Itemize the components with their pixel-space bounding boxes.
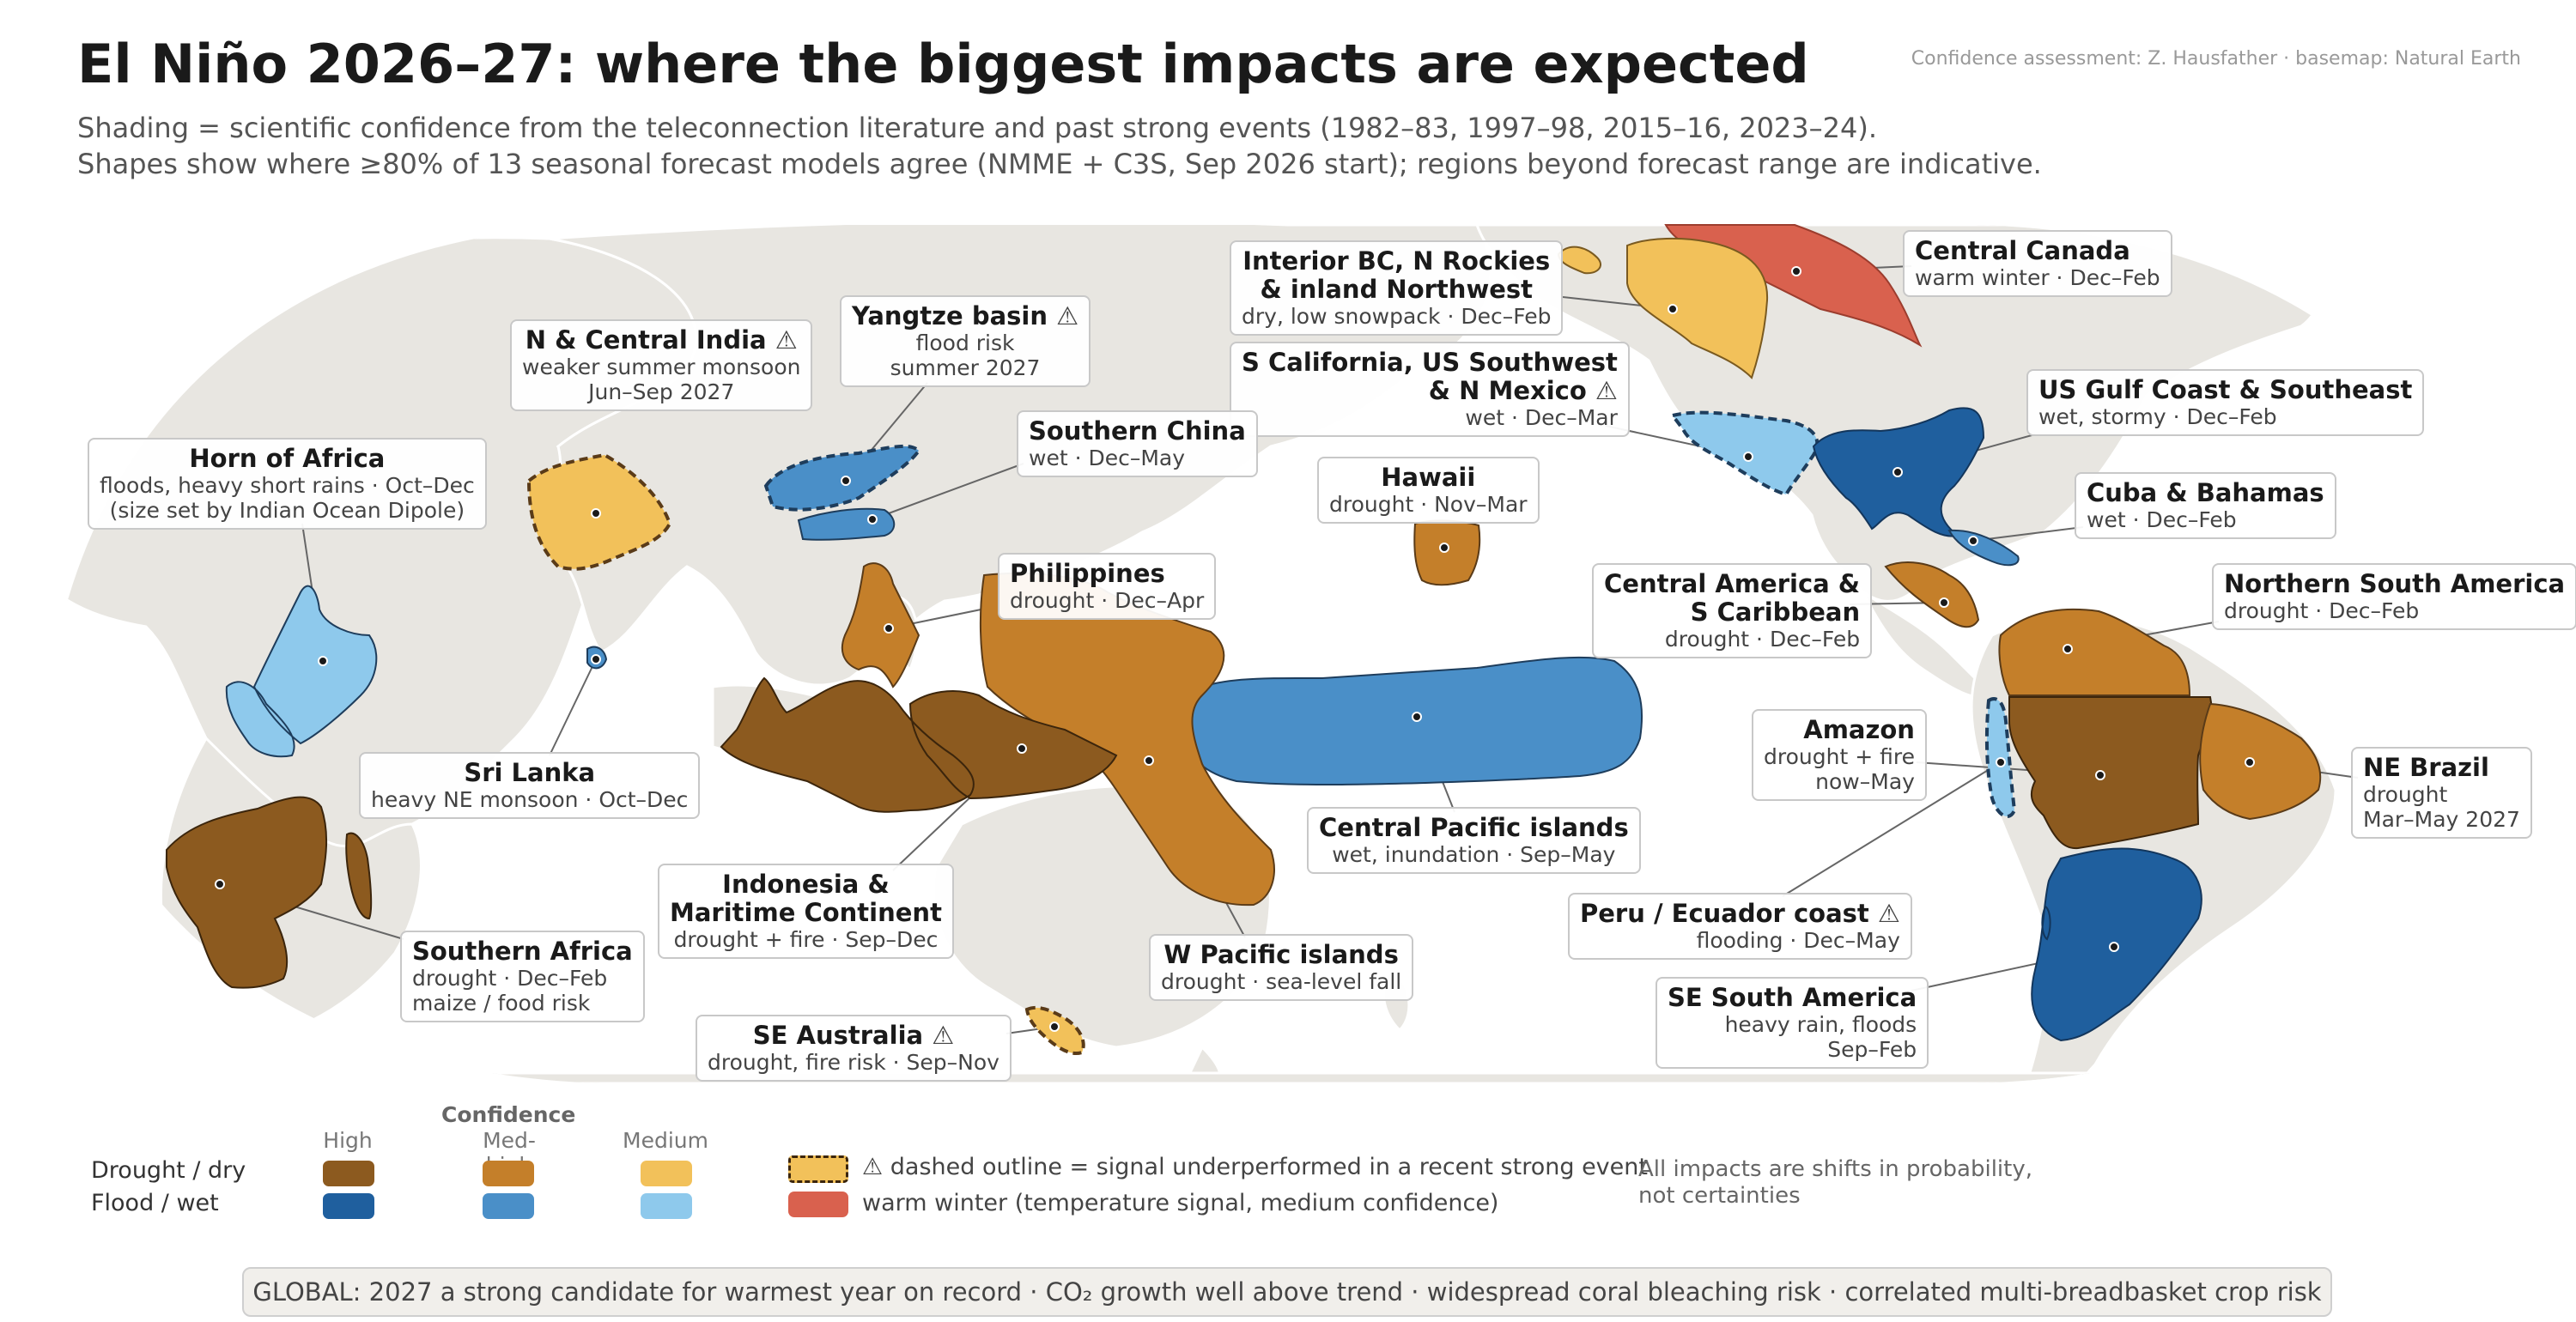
legend-level-medium: Medium bbox=[623, 1128, 708, 1153]
warning-icon: ⚠ bbox=[1595, 376, 1618, 405]
label-s-california: S California, US Southwest & N Mexico ⚠ … bbox=[1230, 342, 1630, 437]
region-hawaii bbox=[1413, 519, 1481, 586]
page-title: El Niño 2026–27: where the biggest impac… bbox=[77, 33, 1809, 95]
subtitle-line-1: Shading = scientific confidence from the… bbox=[77, 112, 1878, 144]
region-southern-africa bbox=[166, 796, 373, 989]
region-central-pacific bbox=[1182, 656, 1643, 785]
region-horn-of-africa bbox=[225, 585, 378, 758]
label-central-pacific: Central Pacific islands wet, inundation ·… bbox=[1307, 807, 1641, 874]
label-horn-of-africa: Horn of Africa floods, heavy short rains … bbox=[88, 438, 487, 530]
label-indonesia: Indonesia & Maritime Continent drought + … bbox=[658, 864, 954, 959]
credit-note: Confidence assessment: Z. Hausfather · b… bbox=[1911, 48, 2521, 70]
warning-icon: ⚠ bbox=[1056, 301, 1079, 330]
label-peru-ecuador: Peru / Ecuador coast ⚠ flooding · Dec–Ma… bbox=[1568, 893, 1912, 960]
label-philippines: Philippines drought · Dec–Apr bbox=[998, 553, 1217, 620]
region-philippines bbox=[841, 562, 920, 688]
label-se-australia: SE Australia ⚠ drought, fire risk · Sep–… bbox=[696, 1015, 1012, 1082]
swatch-drought-medhigh bbox=[483, 1161, 534, 1186]
label-sri-lanka: Sri Lanka heavy NE monsoon · Oct–Dec bbox=[359, 752, 701, 819]
legend-row-drought: Drought / dry bbox=[91, 1157, 246, 1184]
label-se-south-america: SE South America heavy rain, floods Sep–Fe… bbox=[1656, 977, 1929, 1069]
label-ne-brazil: NE Brazil drought Mar–May 2027 bbox=[2351, 747, 2532, 839]
probability-note: All impacts are shifts in probability, n… bbox=[1638, 1156, 2032, 1209]
legend-row-flood: Flood / wet bbox=[91, 1190, 219, 1216]
legend-warm-note: warm winter (temperature signal, medium … bbox=[862, 1190, 1499, 1216]
label-central-canada: Central Canada warm winter · Dec–Feb bbox=[1903, 230, 2172, 297]
subtitle: Shading = scientific confidence from the… bbox=[77, 110, 2042, 182]
swatch-dashed-outline bbox=[788, 1155, 848, 1183]
region-interior-bc bbox=[1557, 237, 1769, 379]
region-cuba-bahamas bbox=[1947, 529, 2020, 567]
subtitle-line-2: Shapes show where ≥80% of 13 seasonal fo… bbox=[77, 148, 2042, 180]
label-southern-china: Southern China wet · Dec–May bbox=[1017, 410, 1258, 477]
region-central-america bbox=[1884, 561, 1980, 628]
global-banner: GLOBAL: 2027 a strong candidate for warm… bbox=[242, 1267, 2332, 1317]
label-southern-africa: Southern Africa drought · Dec–Feb maize / … bbox=[400, 931, 645, 1022]
label-n-central-india: N & Central India ⚠ weaker summer monsoo… bbox=[510, 319, 813, 411]
region-indonesia bbox=[720, 676, 1118, 813]
swatch-flood-medhigh bbox=[483, 1193, 534, 1219]
label-w-pacific-islands: W Pacific islands drought · sea-level fal… bbox=[1149, 934, 1414, 1001]
legend-confidence-title: Confidence bbox=[441, 1102, 576, 1127]
label-cuba-bahamas: Cuba & Bahamas wet · Dec–Feb bbox=[2075, 472, 2336, 539]
warning-icon: ⚠ bbox=[1877, 899, 1900, 928]
legend-dashed-note: ⚠ dashed outline = signal underperformed… bbox=[862, 1154, 1648, 1180]
swatch-flood-high bbox=[323, 1193, 374, 1219]
region-northern-south-america bbox=[1998, 608, 2191, 696]
impact-regions bbox=[166, 224, 2322, 1055]
legend-level-high: High bbox=[323, 1128, 373, 1153]
swatch-warm-winter bbox=[788, 1192, 848, 1217]
region-amazon bbox=[2008, 696, 2213, 850]
swatch-flood-medium bbox=[641, 1193, 692, 1219]
label-amazon: Amazon drought + fire now–May bbox=[1752, 709, 1927, 801]
swatch-drought-medium bbox=[641, 1161, 692, 1186]
region-ne-brazil bbox=[2199, 702, 2322, 821]
label-yangtze: Yangtze basin ⚠ flood risk summer 2027 bbox=[840, 295, 1091, 387]
anchor-dots bbox=[215, 266, 2255, 1032]
label-hawaii: Hawaii drought · Nov–Mar bbox=[1317, 457, 1540, 524]
swatch-drought-high bbox=[323, 1161, 374, 1186]
warning-icon: ⚠ bbox=[932, 1021, 955, 1050]
label-northern-south-america: Northern South America drought · Dec–Feb bbox=[2212, 563, 2576, 630]
label-interior-bc: Interior BC, N Rockies & inland Northwest… bbox=[1230, 240, 1564, 336]
warning-icon: ⚠ bbox=[775, 325, 798, 355]
label-us-gulf: US Gulf Coast & Southeast wet, stormy · D… bbox=[2026, 369, 2425, 436]
label-central-america: Central America & S Caribbean drought · D… bbox=[1592, 563, 1873, 658]
